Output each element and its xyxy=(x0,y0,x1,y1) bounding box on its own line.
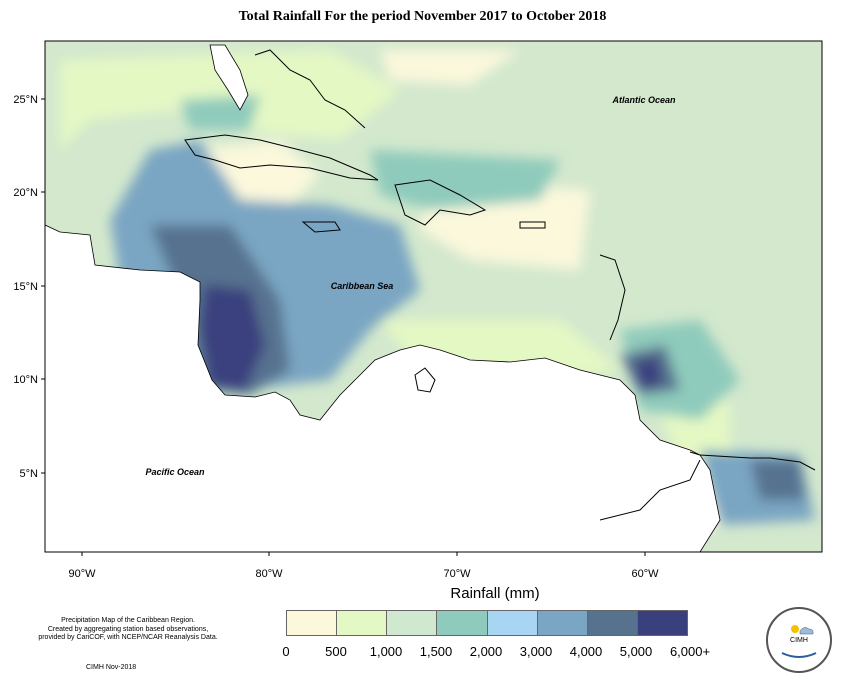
x-tick-label: 90°W xyxy=(68,568,96,580)
zone-moderate-trinidad xyxy=(620,320,740,420)
legend-tick: 1,000 xyxy=(369,644,403,659)
x-tick-label: 70°W xyxy=(443,568,471,580)
label-pacific-ocean: Pacific Ocean xyxy=(145,467,205,477)
map-frame xyxy=(44,40,823,553)
wave-icon xyxy=(781,652,817,658)
legend-bar xyxy=(286,610,688,636)
y-tick-label: 15°N xyxy=(13,281,38,293)
legend-swatch xyxy=(537,611,588,635)
legend-tick: 3,000 xyxy=(519,644,553,659)
coast-cuba xyxy=(184,134,379,181)
x-tick-label: 60°W xyxy=(631,568,659,580)
legend-swatch xyxy=(587,611,638,635)
legend-tick: 1,500 xyxy=(419,644,453,659)
coast-hispaniola xyxy=(394,179,487,226)
zone-moderate-central xyxy=(370,150,560,210)
caption-line: Created by aggregating station based obs… xyxy=(47,625,209,633)
coast-puerto-rico xyxy=(519,221,546,229)
coastlines xyxy=(184,49,816,521)
coast-jamaica xyxy=(301,221,341,233)
coast-guianas xyxy=(599,451,816,521)
sun-icon xyxy=(791,625,799,633)
caption-line: provided by CariCOF, with NCEP/NCAR Rean… xyxy=(38,634,218,641)
legend-tick: 2,000 xyxy=(469,644,503,659)
legend-swatch xyxy=(337,611,388,635)
legend-tick: 500 xyxy=(325,644,347,659)
zone-max-nicaragua xyxy=(200,285,265,390)
legend-swatch xyxy=(287,611,338,635)
legend-title: Rainfall (mm) xyxy=(450,585,540,602)
zone-dry-north-atl xyxy=(380,50,520,85)
logo-emblem xyxy=(781,625,817,658)
cimh-logo: CIMH xyxy=(766,607,832,673)
label-atlantic-ocean: Atlantic Ocean xyxy=(611,95,676,105)
caption-line: Precipitation Map of the Caribbean Regio… xyxy=(61,617,195,624)
zone-max-delta xyxy=(635,358,662,388)
x-tick-label: 80°W xyxy=(255,568,283,580)
legend-swatch xyxy=(437,611,488,635)
y-tick-label: 5°N xyxy=(20,468,39,480)
map-title: Total Rainfall For the period November 2… xyxy=(238,9,607,24)
y-axis: 25°N 20°N 15°N 10°N 5°N xyxy=(13,94,45,480)
map-credit: CIMH Nov-2018 xyxy=(86,664,137,671)
coast-lesser-antilles xyxy=(599,254,626,341)
rainfall-map: 25°N 20°N 15°N 10°N 5°N 90°W 80°W 70°W 6… xyxy=(13,40,823,580)
legend-swatch xyxy=(387,611,438,635)
cloud-icon xyxy=(799,627,814,635)
legend-tick: 6,000+ xyxy=(669,644,711,659)
land-central-south-america xyxy=(45,224,721,552)
x-axis: 90°W 80°W 70°W 60°W xyxy=(68,552,659,580)
legend-tick: 5,000 xyxy=(619,644,653,659)
legend-tick: 4,000 xyxy=(569,644,603,659)
zone-heavy-guiana xyxy=(750,460,805,500)
y-tick-label: 20°N xyxy=(13,187,38,199)
y-tick-label: 10°N xyxy=(13,374,38,386)
coast-maracaibo xyxy=(414,367,436,393)
map-caption: Precipitation Map of the Caribbean Regio… xyxy=(8,617,248,643)
logo-text: CIMH xyxy=(790,637,808,644)
legend-tick: 0 xyxy=(282,644,290,659)
land-florida-edge xyxy=(209,44,249,111)
y-tick-label: 25°N xyxy=(13,94,38,106)
legend-swatch xyxy=(637,611,687,635)
land-no-data xyxy=(45,44,721,552)
label-caribbean-sea: Caribbean Sea xyxy=(331,281,394,291)
zone-moderate-florida xyxy=(180,95,260,130)
legend-swatch xyxy=(487,611,538,635)
coast-bahamas xyxy=(254,49,366,129)
